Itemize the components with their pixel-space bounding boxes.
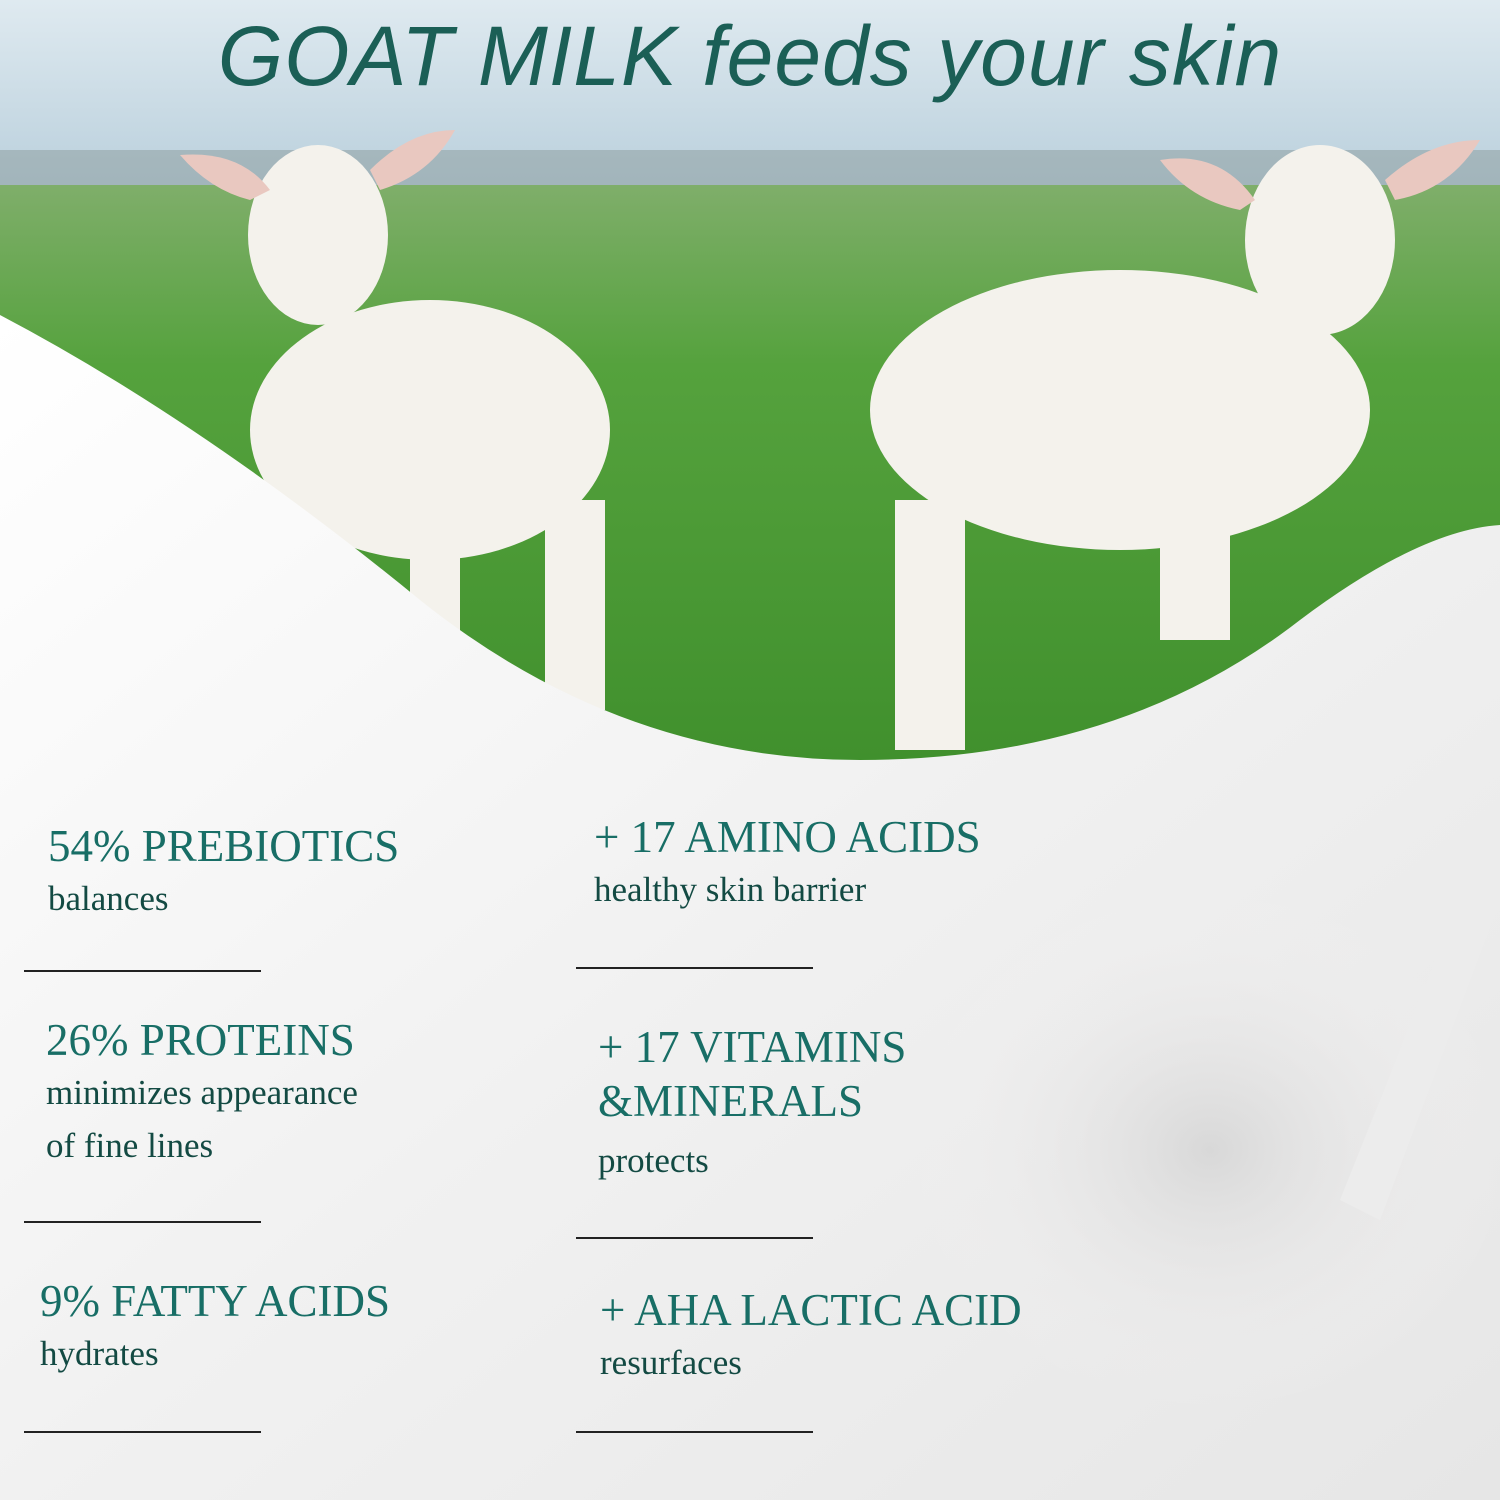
benefit-aha-lactic-acid: + AHA LACTIC ACID resurfaces [600, 1284, 1022, 1389]
benefit-prebiotics: 54% PREBIOTICS balances [48, 820, 399, 925]
benefit-description: hydrates [40, 1334, 159, 1373]
benefit-heading: 9% FATTY ACIDS [40, 1276, 391, 1326]
divider [24, 1221, 261, 1223]
headline: GOAT MILK feeds your skin [217, 9, 1283, 103]
lamb-left [180, 130, 610, 710]
benefit-heading: 54% PREBIOTICS [48, 821, 400, 871]
benefit-description: protects [598, 1141, 709, 1180]
lamb-right [870, 140, 1480, 750]
benefit-proteins: 26% PROTEINS minimizes appearance of fin… [46, 1014, 358, 1172]
divider [24, 1431, 261, 1433]
divider [576, 1237, 813, 1239]
benefit-description: resurfaces [600, 1343, 742, 1382]
benefit-heading: 26% PROTEINS [46, 1015, 355, 1065]
benefit-description: balances [48, 879, 169, 918]
divider [576, 1431, 813, 1433]
benefit-description: minimizes appearance [46, 1073, 358, 1112]
benefit-heading: &MINERALS [598, 1076, 864, 1126]
benefit-heading: + 17 VITAMINS [598, 1022, 907, 1072]
benefit-fatty-acids: 9% FATTY ACIDS hydrates [40, 1275, 390, 1380]
benefit-heading: + 17 AMINO ACIDS [594, 812, 981, 862]
benefit-vitamins-minerals: + 17 VITAMINS &MINERALS protects [598, 1014, 906, 1187]
benefit-heading: + AHA LACTIC ACID [600, 1285, 1022, 1335]
divider [576, 967, 813, 969]
divider [24, 970, 261, 972]
benefit-amino-acids: + 17 AMINO ACIDS healthy skin barrier [594, 811, 981, 916]
benefit-description: healthy skin barrier [594, 870, 867, 909]
benefit-description: of fine lines [46, 1126, 214, 1165]
